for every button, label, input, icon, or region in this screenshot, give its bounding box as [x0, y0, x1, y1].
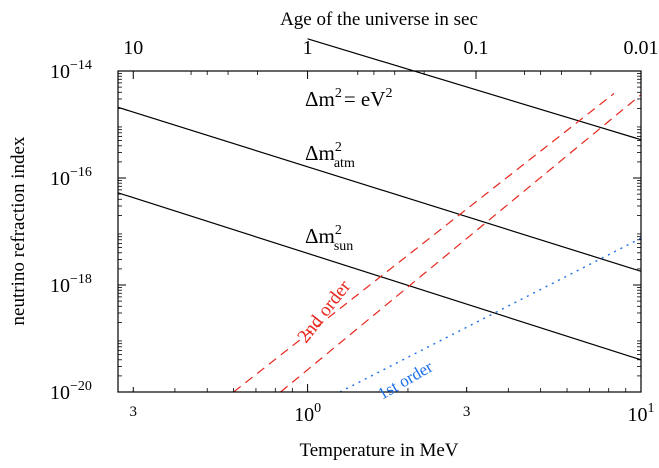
- annotation-dm2-sun: Δm2 sun: [305, 223, 353, 254]
- tick-layer: [118, 70, 642, 393]
- series-line-5: [280, 94, 642, 393]
- x-tick-label: 101: [628, 401, 655, 426]
- y-axis-label: neutrino refraction index: [8, 136, 29, 325]
- series-line-1: [307, 38, 642, 141]
- top-tick-label: 1: [303, 37, 313, 59]
- y-tick-label: 10−16: [50, 165, 92, 190]
- y-tick-label: 10−14: [50, 58, 92, 83]
- series-line-6: [339, 237, 642, 393]
- plot-frame: [117, 70, 642, 393]
- annotation-first-order: 1st order: [375, 357, 437, 404]
- annotation-layer: Δm2= eV2 Δm2 atm Δm2 sun 2nd order 1st order: [293, 86, 436, 403]
- series-line-3: [117, 192, 642, 361]
- top-tick-label: 10: [123, 37, 143, 59]
- series-line-2: [117, 106, 642, 272]
- x-tick-label: 3: [463, 404, 471, 420]
- series-line-4: [233, 93, 615, 393]
- x-tick-label: 3: [130, 404, 138, 420]
- top-tick-label: 0.1: [464, 37, 489, 59]
- series-layer: [117, 38, 642, 393]
- y-tick-label: 10−20: [50, 379, 92, 404]
- x-tick-label: 100: [294, 401, 321, 426]
- annotation-dm2-ev2: Δm2= eV2: [305, 86, 392, 111]
- x-axis-label: Temperature in MeV: [299, 440, 458, 461]
- annotation-dm2-atm: Δm2 atm: [305, 140, 355, 171]
- y-tick-label: 10−18: [50, 272, 92, 297]
- top-tick-label: 0.01: [624, 37, 659, 59]
- top-axis-label: Age of the universe in sec: [280, 9, 478, 30]
- annotation-second-order: 2nd order: [293, 276, 355, 347]
